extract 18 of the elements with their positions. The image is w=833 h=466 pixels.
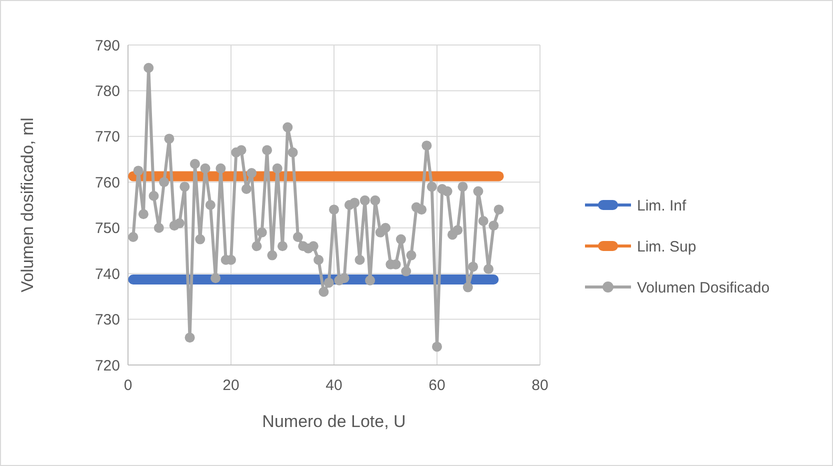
legend-label: Lim. Sup xyxy=(637,238,696,256)
y-tick-label: 780 xyxy=(94,82,120,100)
y-tick-label: 720 xyxy=(94,357,120,374)
legend-label: Volumen Dosificado xyxy=(637,279,770,296)
x-axis-title: Numero de Lote, U xyxy=(262,412,406,431)
x-tick-label: 60 xyxy=(428,377,446,394)
y-tick-label: 770 xyxy=(94,128,120,146)
y-tick-label: 750 xyxy=(94,220,120,238)
y-tick-label: 760 xyxy=(94,174,120,192)
x-tick-label: 80 xyxy=(532,377,548,394)
legend-label: Lim. Inf xyxy=(637,197,688,214)
y-tick-label: 740 xyxy=(94,266,120,283)
y-tick-label: 790 xyxy=(94,37,120,54)
x-tick-label: 0 xyxy=(124,377,132,394)
x-tick-label: 20 xyxy=(222,377,240,394)
x-tick-label: 40 xyxy=(326,377,342,394)
y-axis-title: Volumen dosificado, ml xyxy=(18,118,37,292)
y-tick-label: 730 xyxy=(94,312,120,329)
